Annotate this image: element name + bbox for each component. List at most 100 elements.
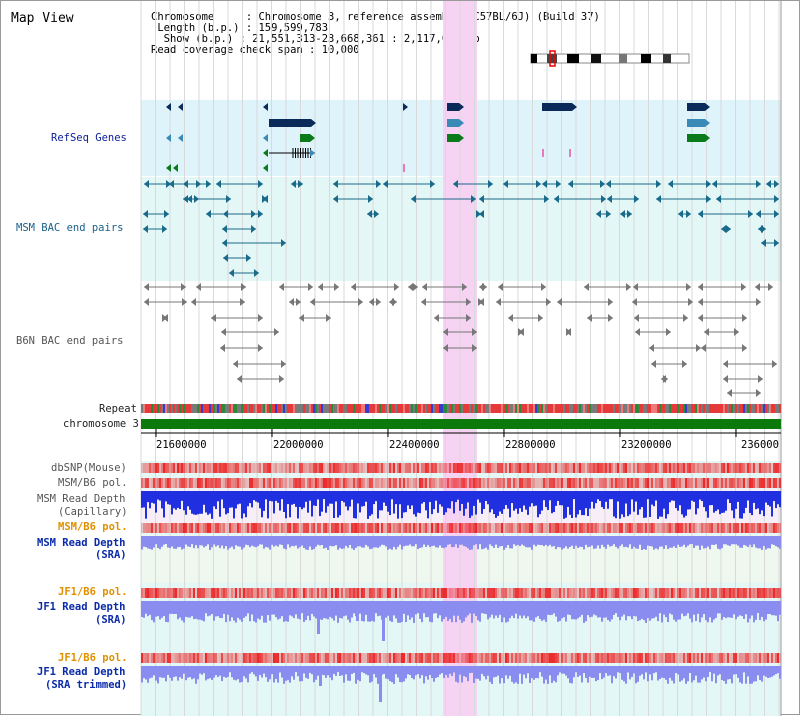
read-depth-bar bbox=[751, 536, 753, 548]
snp-density-cell bbox=[645, 463, 647, 473]
snp-density-cell bbox=[373, 588, 375, 598]
snp-density-cell bbox=[723, 463, 725, 473]
snp-density-cell bbox=[437, 463, 439, 473]
snp-density-cell bbox=[193, 478, 195, 488]
track-label-jf1-b6-pol-2[interactable]: JF1/B6 pol. bbox=[58, 652, 128, 664]
snp-density-cell bbox=[725, 653, 727, 663]
read-depth-bar bbox=[369, 601, 371, 622]
track-label-jf1-b6-pol-1[interactable]: JF1/B6 pol. bbox=[58, 586, 128, 598]
read-depth-bar bbox=[755, 601, 757, 620]
read-depth-bar bbox=[261, 666, 263, 678]
repeat-element bbox=[167, 404, 169, 413]
snp-density-cell bbox=[219, 653, 221, 663]
snp-density-cell bbox=[637, 523, 639, 533]
snp-density-cell bbox=[779, 478, 781, 488]
snp-density-cell bbox=[209, 463, 211, 473]
read-depth-bar bbox=[639, 666, 641, 676]
snp-density-cell bbox=[631, 478, 633, 488]
repeat-element bbox=[305, 404, 307, 413]
read-depth-bar bbox=[297, 491, 299, 519]
read-depth-bar bbox=[363, 536, 365, 548]
track-label-msm-depth-sra[interactable]: MSM Read Depth bbox=[37, 537, 126, 549]
read-depth-bar bbox=[459, 536, 461, 545]
repeat-element bbox=[779, 404, 781, 413]
snp-density-cell bbox=[497, 653, 499, 663]
repeat-element bbox=[177, 404, 179, 413]
read-depth-bar bbox=[753, 536, 755, 545]
snp-density-cell bbox=[171, 588, 173, 598]
snp-density-cell bbox=[147, 523, 149, 533]
snp-density-cell bbox=[401, 653, 403, 663]
read-depth-bar bbox=[593, 491, 595, 509]
read-depth-bar bbox=[409, 666, 411, 676]
track-label-msm-bac[interactable]: MSM BAC end pairs bbox=[16, 222, 124, 234]
repeat-element bbox=[181, 404, 183, 413]
read-depth-bar bbox=[691, 536, 693, 545]
repeat-element bbox=[537, 404, 539, 413]
track-label-b6n-bac[interactable]: B6N BAC end pairs bbox=[16, 335, 124, 347]
snp-density-cell bbox=[647, 588, 649, 598]
snp-density-cell bbox=[567, 478, 569, 488]
read-depth-spike bbox=[356, 601, 359, 621]
snp-density-cell bbox=[485, 653, 487, 663]
track-label-msm-b6-pol-1[interactable]: MSM/B6 pol. bbox=[58, 477, 128, 489]
track-label-jf1-depth-trim-sub: (SRA trimmed) bbox=[45, 679, 128, 691]
snp-density-cell bbox=[141, 588, 143, 598]
read-depth-bar bbox=[347, 491, 349, 511]
read-depth-bar bbox=[185, 536, 187, 545]
read-depth-bar bbox=[319, 491, 321, 517]
snp-density-cell bbox=[243, 478, 245, 488]
read-depth-bar bbox=[307, 666, 309, 679]
read-depth-bar bbox=[427, 536, 429, 546]
track-label-msm-b6-pol-2[interactable]: MSM/B6 pol. bbox=[58, 521, 128, 533]
read-depth-bar bbox=[537, 536, 539, 545]
read-depth-bar bbox=[433, 491, 435, 510]
repeat-element bbox=[753, 404, 755, 413]
read-depth-bar bbox=[153, 601, 155, 623]
read-depth-bar bbox=[493, 601, 495, 619]
snp-density-cell bbox=[317, 653, 319, 663]
snp-density-cell bbox=[645, 523, 647, 533]
snp-density-cell bbox=[569, 463, 571, 473]
read-depth-bar bbox=[487, 491, 489, 505]
read-depth-bar bbox=[205, 601, 207, 614]
track-label-msm-depth-cap[interactable]: MSM Read Depth bbox=[37, 493, 126, 505]
bac-end bbox=[279, 375, 284, 383]
read-depth-bar bbox=[263, 536, 265, 549]
snp-density-cell bbox=[729, 523, 731, 533]
track-label-jf1-depth-sra[interactable]: JF1 Read Depth bbox=[37, 601, 126, 613]
snp-density-cell bbox=[331, 478, 333, 488]
track-label-refseq[interactable]: RefSeq Genes bbox=[51, 132, 127, 144]
snp-density-cell bbox=[595, 588, 597, 598]
track-label-chromosome[interactable]: chromosome 3 bbox=[63, 418, 139, 430]
read-depth-bar bbox=[387, 666, 389, 680]
bac-end bbox=[240, 298, 245, 306]
snp-density-cell bbox=[745, 523, 747, 533]
snp-density-cell bbox=[427, 653, 429, 663]
snp-density-cell bbox=[279, 523, 281, 533]
track-label-jf1-depth-trim[interactable]: JF1 Read Depth bbox=[37, 666, 126, 678]
repeat-element bbox=[453, 404, 455, 413]
track-label-dbsnp[interactable]: dbSNP(Mouse) bbox=[51, 462, 127, 474]
snp-density-cell bbox=[397, 588, 399, 598]
read-depth-bar bbox=[545, 666, 547, 680]
repeat-element bbox=[249, 404, 251, 413]
snp-density-cell bbox=[451, 653, 453, 663]
snp-density-cell bbox=[161, 523, 163, 533]
read-depth-bar bbox=[389, 601, 391, 621]
read-depth-spike bbox=[319, 666, 322, 686]
read-depth-bar bbox=[557, 491, 559, 502]
track-label-repeat[interactable]: Repeat bbox=[99, 403, 137, 415]
snp-density-cell bbox=[551, 653, 553, 663]
snp-density-cell bbox=[537, 523, 539, 533]
read-depth-bar bbox=[323, 666, 325, 676]
read-depth-bar bbox=[331, 536, 333, 547]
read-depth-bar bbox=[487, 601, 489, 620]
bac-end bbox=[701, 344, 706, 352]
read-depth-bar bbox=[487, 666, 489, 676]
read-depth-bar bbox=[165, 536, 167, 545]
bac-end bbox=[144, 283, 149, 291]
read-depth-bar bbox=[731, 666, 733, 684]
